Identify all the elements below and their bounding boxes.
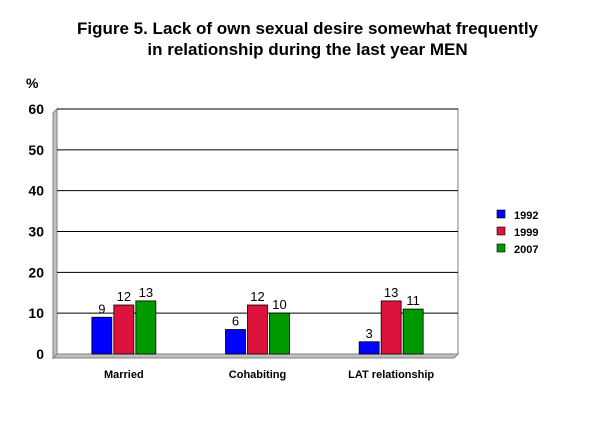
bar [402,308,424,355]
data-label: 10 [272,297,286,312]
plot-floor [51,353,460,359]
data-label: 3 [366,326,373,341]
y-axis-label: % [26,75,39,91]
y-tick-label: 40 [28,183,44,199]
y-tick-label: 0 [36,346,44,362]
y-tick-label: 50 [28,142,44,158]
bar [380,300,402,355]
x-tick-label: LAT relationship [348,369,434,381]
bar [358,341,380,355]
chart-title: Figure 5. Lack of own sexual desire some… [0,18,615,60]
bar [225,329,246,355]
plot-side-wall [52,107,58,360]
bar [247,304,268,355]
data-label: 6 [232,314,239,329]
x-tick-label: Cohabiting [229,369,286,381]
legend-label: 1992 [514,210,538,222]
data-label: 12 [250,289,264,304]
legend-swatch [496,209,506,219]
y-tick-label: 20 [28,264,44,280]
legend-label: 2007 [514,244,538,256]
bar [113,304,135,355]
data-label: 12 [117,289,131,304]
y-tick-label: 60 [28,101,44,117]
data-label: 11 [406,293,420,308]
legend-swatch [496,243,506,253]
data-label: 13 [139,285,153,300]
bar [91,316,113,355]
y-tick-label: 10 [28,305,44,321]
legend-label: 1999 [514,227,538,239]
bar [135,300,157,355]
chart-title-line1: Figure 5. Lack of own sexual desire some… [76,19,539,38]
legend-swatch [496,226,506,236]
data-label: 13 [384,285,398,300]
data-label: 9 [98,301,105,316]
chart-title-line2: in relationship during the last year MEN [147,40,468,59]
x-tick-label: Married [104,369,144,381]
bar [269,312,290,355]
y-tick-label: 30 [28,224,44,240]
